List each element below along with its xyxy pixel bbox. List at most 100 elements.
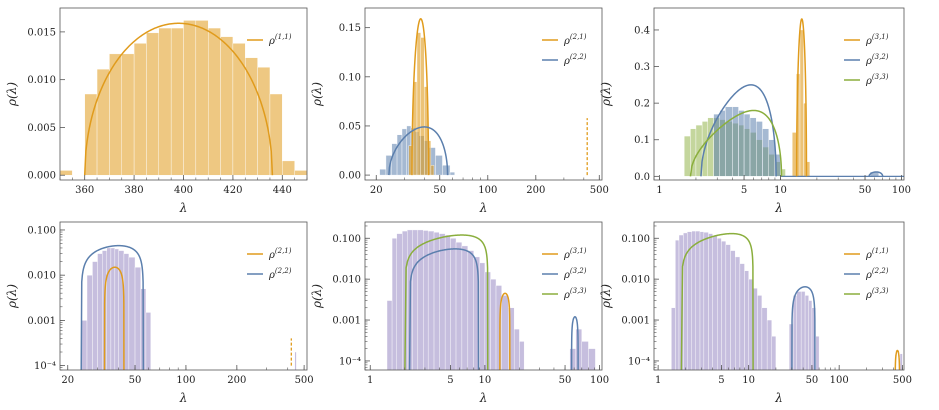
plot-frame [653,7,905,181]
hist-bar [771,336,777,370]
x-tick-label: 50 [129,375,142,386]
y-tick-label: 0.0 [634,172,650,183]
hist-bar [467,250,474,370]
x-tick-label: 100 [176,375,195,386]
legend-label: ρ(3,1) [563,247,587,261]
y-tick-label: 0.001 [621,316,650,327]
hist-bar [442,165,451,176]
hist-bar [569,348,576,370]
density-curve [894,349,901,370]
hist-bar [60,170,73,176]
x-tick-label: 20 [370,185,383,196]
hist-bar [703,232,709,370]
hist-bar [581,341,589,370]
x-tick-label: 500 [893,375,912,386]
plot-area [60,20,307,176]
density-curve [411,18,430,176]
density-curve [689,109,783,177]
y-tick-label: 0.10 [339,72,361,83]
hist-bar [450,238,457,370]
panel-4: 20 50 100 200 500 10⁻⁴ 0.001 0.010 0.100 λ ρ(λ) ρ(2… [5,221,314,405]
hist-bar [730,250,736,370]
density-curve [103,266,125,370]
density-curve [570,316,579,370]
panel-1: 360 380 400 420 440 0.000 0.005 0.010 0.015 λ ρ(λ)… [5,7,308,215]
hist-bar [183,20,197,176]
y-tick-label: 0.010 [621,275,650,286]
hist-bar [391,238,397,370]
y-tick-label: 0.1 [634,135,650,146]
hist-bar [269,93,283,176]
hist-bar [804,295,809,370]
density-curve [680,232,754,370]
hist-bar [294,170,307,176]
hist-bar [501,295,509,370]
x-axis-label: λ [479,391,488,405]
hist-bar [423,230,429,370]
plot-frame [364,7,603,181]
hist-bar [479,262,486,370]
hist-bar [792,132,797,177]
hist-bar [800,291,806,370]
density-curve [791,286,816,370]
y-tick-label: 0.010 [27,75,56,86]
x-axis-label: λ [179,201,188,215]
hist-bar [245,57,258,176]
y-axis-label: ρ(λ) [310,284,324,309]
density-curve [868,171,884,177]
hist-bar [133,43,147,176]
x-tick-label: 50 [559,375,572,386]
x-tick-label: 5 [718,375,724,386]
hist-bar [738,110,745,177]
x-axis-label: λ [774,391,783,405]
y-tick-label: 0.001 [332,316,361,327]
hist-bar [170,27,184,176]
y-tick-label: 0.100 [332,234,361,245]
plot-area [80,244,297,370]
hist-bar [386,300,393,370]
y-tick-label: 0.015 [27,27,56,38]
plot-frame [653,221,905,371]
panel-5: 1 5 10 50 100 10⁻⁴ 0.001 0.010 0.100 λ ρ(λ) ρ(3,1) ρ… [310,221,609,405]
x-tick-label: 440 [273,185,292,196]
x-tick-label: 100 [478,185,497,196]
y-tick-label: 0.010 [27,271,56,282]
plot-area [379,18,588,176]
x-tick-label: 500 [295,375,314,386]
y-tick-label: 0.15 [339,23,361,34]
hist-bar [444,234,451,370]
y-tick-label: 0.05 [339,121,361,132]
x-tick-label: 360 [75,185,94,196]
hist-bar [123,253,130,370]
hist-bar [721,240,727,370]
hist-bar [490,278,497,370]
y-axis-label: ρ(λ) [599,82,613,107]
x-tick-label: 200 [227,375,246,386]
x-tick-label: 50 [433,185,446,196]
hist-bar [461,245,469,370]
y-tick-label: 10⁻⁴ [34,361,56,372]
hist-bar [146,32,159,176]
legend-label: ρ(2,2) [865,267,889,281]
hist-bar [717,238,722,370]
legend-label: ρ(3,2) [865,53,889,67]
hist-bar [379,168,387,176]
x-tick-label: 1 [655,375,661,386]
legend-label: ρ(3,2) [563,267,587,281]
density-curve [80,244,145,370]
hist-bar [106,247,112,370]
plot-frame [364,221,603,371]
hist-bar [756,121,763,177]
hist-bar [799,29,804,177]
x-tick-label: 100 [892,185,911,196]
hist-bar [757,295,763,370]
density-curve [408,248,480,370]
hist-bar [719,110,726,177]
hist-bar [588,348,596,370]
y-tick-label: 0.000 [27,171,56,182]
legend-label: ρ(3,3) [865,73,889,87]
y-axis-label: ρ(λ) [5,82,19,107]
x-tick-label: 10 [479,375,492,386]
legend-label: ρ(1,1) [268,33,292,47]
